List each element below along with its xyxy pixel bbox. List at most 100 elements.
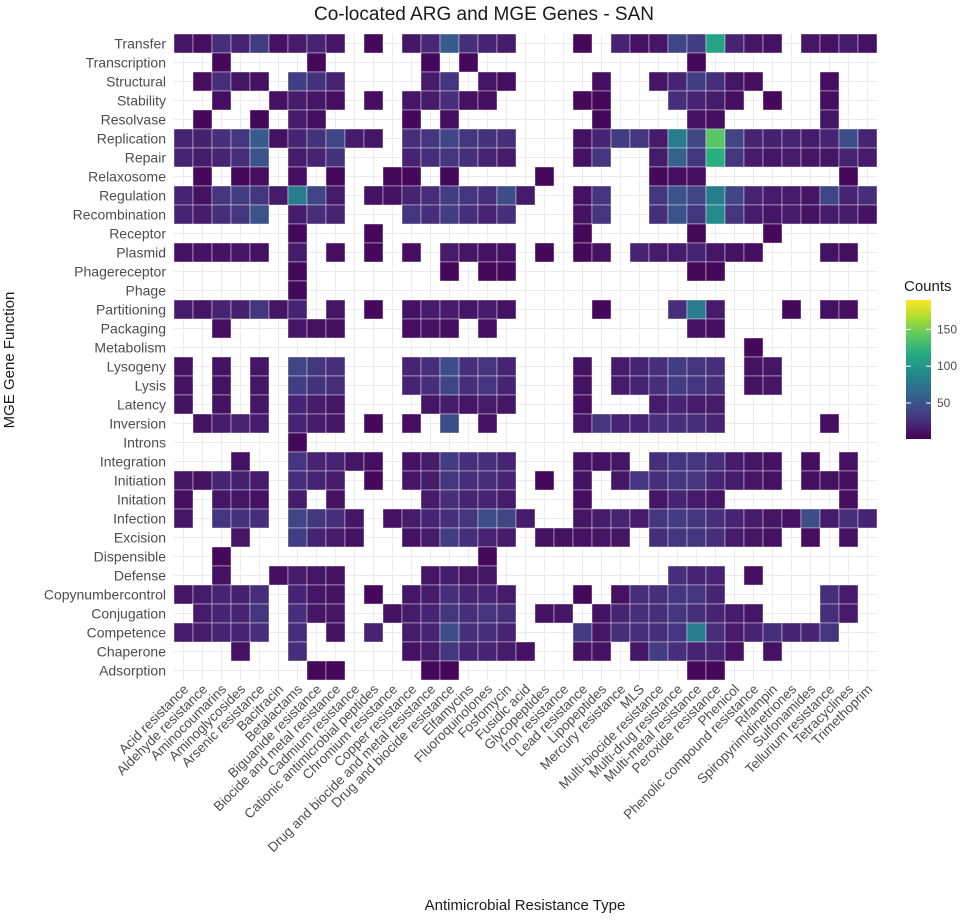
- heatmap-cell: Relaxosome / Chromium resistance: 5: [382, 166, 403, 187]
- heatmap-cell: Recombination / Biguanide resistance: 25: [306, 204, 327, 225]
- heatmap-cell: Conjugation / Peroxide resistance: 20: [705, 603, 726, 624]
- heatmap-cell: Excision / Phenicol: 15: [724, 527, 745, 548]
- heatmap-cell: Chaperone / Elfamycins: 20: [458, 641, 479, 662]
- heatmap-cell: Integration / Phenolic compound resistan…: [743, 451, 764, 472]
- heatmap-cell: Copynumbercontrol / Aldehyde resistance:…: [192, 584, 213, 605]
- heatmap-cell: Replication / Bacitracin: 10: [268, 128, 289, 149]
- heatmap-cell: Packaging / Betalactams: 12: [287, 318, 308, 339]
- heatmap-cell: Transfer / Betalactams: 15: [287, 33, 308, 54]
- heatmap-cell: Copynumbercontrol / Arsenic resistance: …: [249, 584, 270, 605]
- heatmap-cell: Recombination / Aminocoumarins: 25: [211, 204, 232, 225]
- heatmap-cell: Adsorption / Peroxide resistance: 5: [705, 660, 726, 681]
- y-tick-label-resolvase: Resolvase: [101, 112, 167, 128]
- heatmap-cell: Initation / Multi-metal resistance: 15: [686, 489, 707, 510]
- heatmap-cell: Conjugation / Copper resistance: 15: [401, 603, 422, 624]
- heatmap-cell: Regulation / Fusidic acid: 15: [515, 185, 536, 206]
- heatmap-cell: Infection / Drug and biocide and metal r…: [420, 508, 441, 529]
- heatmap-cell: Regulation / Chromium resistance: 10: [382, 185, 403, 206]
- heatmap-cell: Transfer / Aldehyde resistance: 8: [192, 33, 213, 54]
- heatmap-cell: Resolvase / Aldehyde resistance: 5: [192, 109, 213, 130]
- y-tick-label-inversion: Inversion: [109, 416, 166, 432]
- heatmap-cell: Copynumbercontrol / Mercury resistance: …: [610, 584, 631, 605]
- heatmap-cell: Initiation / Aminoglycosides: 18: [230, 470, 251, 491]
- heatmap-cell: Latency / Fosfomycin: 12: [496, 394, 517, 415]
- heatmap-cell: Plasmid / Betalactams: 15: [287, 242, 308, 263]
- heatmap-cell: Repair / Biguanide resistance: 20: [306, 147, 327, 168]
- heatmap-cell: Initiation / Drug and biocide resistance…: [439, 470, 460, 491]
- heatmap-cell: Stability / Tellurium resistance: 8: [819, 90, 840, 111]
- heatmap-cell: Partitioning / Multi-metal resistance: 8…: [686, 299, 707, 320]
- heatmap-cell: Plasmid / Tetracyclines: 8: [838, 242, 859, 263]
- heatmap-cell: Recombination / Elfamycins: 25: [458, 204, 479, 225]
- heatmap-cell: Packaging / Copper resistance: 8: [401, 318, 422, 339]
- heatmap-cell: Conjugation / Lipopeptides: 10: [591, 603, 612, 624]
- heatmap-cell: Repair / Sulfonamides: 12: [800, 147, 821, 168]
- y-tick-label-recombination: Recombination: [73, 207, 166, 223]
- heatmap-cell: Replication / Cationic antimicrobial pep…: [363, 128, 384, 149]
- heatmap-cell: Defense / Peroxide resistance: 20: [705, 565, 726, 586]
- heatmap-cell: Regulation / Drug and biocide resistance…: [439, 185, 460, 206]
- heatmap-cell: Chaperone / Peroxide resistance: 20: [705, 641, 726, 662]
- heatmap-cell: Packaging / Aminocoumarins: 8: [211, 318, 232, 339]
- heatmap-cell: Regulation / Acid resistance: 20: [173, 185, 194, 206]
- legend-title: Counts: [904, 278, 952, 295]
- heatmap-cell: Replication / Aldehyde resistance: 18: [192, 128, 213, 149]
- heatmap-cell: Latency / Multi-drug resistance: 20: [667, 394, 688, 415]
- heatmap-cell: Competence / Lipopeptides: 12: [591, 622, 612, 643]
- heatmap-cell: Copynumbercontrol / MLS: 25: [629, 584, 650, 605]
- heatmap-cell: Integration / Sulfonamides: 8: [800, 451, 821, 472]
- heatmap-cell: Partitioning / Fluoroquinolones: 15: [477, 299, 498, 320]
- heatmap-cell: Resolvase / Betalactams: 15: [287, 109, 308, 130]
- heatmap-cell: Replication / Lipopeptides: 20: [591, 128, 612, 149]
- heatmap-cell: Lysis / Fosfomycin: 20: [496, 375, 517, 396]
- heatmap-cell: Packaging / Drug and biocide resistance:…: [439, 318, 460, 339]
- heatmap-cell: Chaperone / Betalactams: 25: [287, 641, 308, 662]
- heatmap-cell: Structural / Betalactams: 35: [287, 71, 308, 92]
- heatmap-cell: Initiation / Phenolic compound resistanc…: [743, 470, 764, 491]
- heatmap-cell: Conjugation / Tellurium resistance: 25: [819, 603, 840, 624]
- heatmap-cell: Conjugation / Fluoroquinolones: 30: [477, 603, 498, 624]
- heatmap-cell: Regulation / Tellurium resistance: 40: [819, 185, 840, 206]
- heatmap-cell: Replication / Drug and biocide resistanc…: [439, 128, 460, 149]
- heatmap-cell: Recombination / Betalactams: 15: [287, 204, 308, 225]
- heatmap-cell: Replication / Trimethoprim: 20: [857, 128, 878, 149]
- y-tick-label-partitioning: Partitioning: [96, 302, 166, 318]
- heatmap-cell: Initiation / Arsenic resistance: 15: [249, 470, 270, 491]
- heatmap-cell: Integration / Phenicol: 15: [724, 451, 745, 472]
- heatmap-cell: Lysogeny / Drug and biocide and metal re…: [420, 356, 441, 377]
- heatmap-cell: Resolvase / Biguanide resistance: 8: [306, 109, 327, 130]
- heatmap-cell: Latency / Multi-metal resistance: 15: [686, 394, 707, 415]
- heatmap-cell: Initiation / Phenicol: 15: [724, 470, 745, 491]
- heatmap-cell: Transfer / Copper resistance: 12: [401, 33, 422, 54]
- heatmap-cell: Structural / Fluoroquinolones: 12: [477, 71, 498, 92]
- heatmap-cell: Copynumbercontrol / Fosfomycin: 15: [496, 584, 517, 605]
- heatmap-cell: Excision / Phenolic compound resistance:…: [743, 527, 764, 548]
- y-tick-label-stability: Stability: [117, 93, 166, 109]
- color-legend: Counts 50 100 150: [904, 278, 957, 439]
- heatmap-cell: Infection / Cadmium resistance: 12: [344, 508, 365, 529]
- heatmap-cell: Phagereceptor / Fluoroquinolones: 5: [477, 261, 498, 282]
- y-tick-label-packaging: Packaging: [101, 321, 166, 337]
- heatmap-cell: Chaperone / Fluoroquinolones: 20: [477, 641, 498, 662]
- heatmap-cell: Initation / Multi-biocide resistance: 12: [648, 489, 669, 510]
- heatmap-cell: Conjugation / Mercury resistance: 20: [610, 603, 631, 624]
- heatmap-cell: Recombination / Lipopeptides: 30: [591, 204, 612, 225]
- y-tick-labels: Transfer Transcription Structural Stability…: [44, 36, 167, 679]
- heatmap-cell: Relaxosome / Betalactams: 8: [287, 166, 308, 187]
- heatmap-cell: Latency / Drug and biocide resistance: 1…: [439, 394, 460, 415]
- heatmap-cell: Competence / Drug and biocide resistance…: [439, 622, 460, 643]
- heatmap-cell: Stability / Lead resistance: 5: [572, 90, 593, 111]
- heatmap-cell: Repair / Peroxide resistance: 120: [705, 147, 726, 168]
- heatmap-cell: Repair / Phenicol: 30: [724, 147, 745, 168]
- heatmap-cell: Plasmid / Acid resistance: 10: [173, 242, 194, 263]
- heatmap-cell: Regulation / Rifampin: 15: [762, 185, 783, 206]
- heatmap-cell: Recombination / Phenolic compound resist…: [743, 204, 764, 225]
- heatmap-cell: Repair / Multi-drug resistance: 60: [667, 147, 688, 168]
- heatmap-cell: Lysogeny / Phenolic compound resistance:…: [743, 356, 764, 377]
- heatmap-cell: Latency / Acid resistance: 10: [173, 394, 194, 415]
- heatmap-cell: Adsorption / Multi-metal resistance: 5: [686, 660, 707, 681]
- heatmap-cell: Infection / Betalactams: 40: [287, 508, 308, 529]
- heatmap-cell: Conjugation / Glycopeptides: 10: [534, 603, 555, 624]
- heatmap-cell: Regulation / Copper resistance: 20: [401, 185, 422, 206]
